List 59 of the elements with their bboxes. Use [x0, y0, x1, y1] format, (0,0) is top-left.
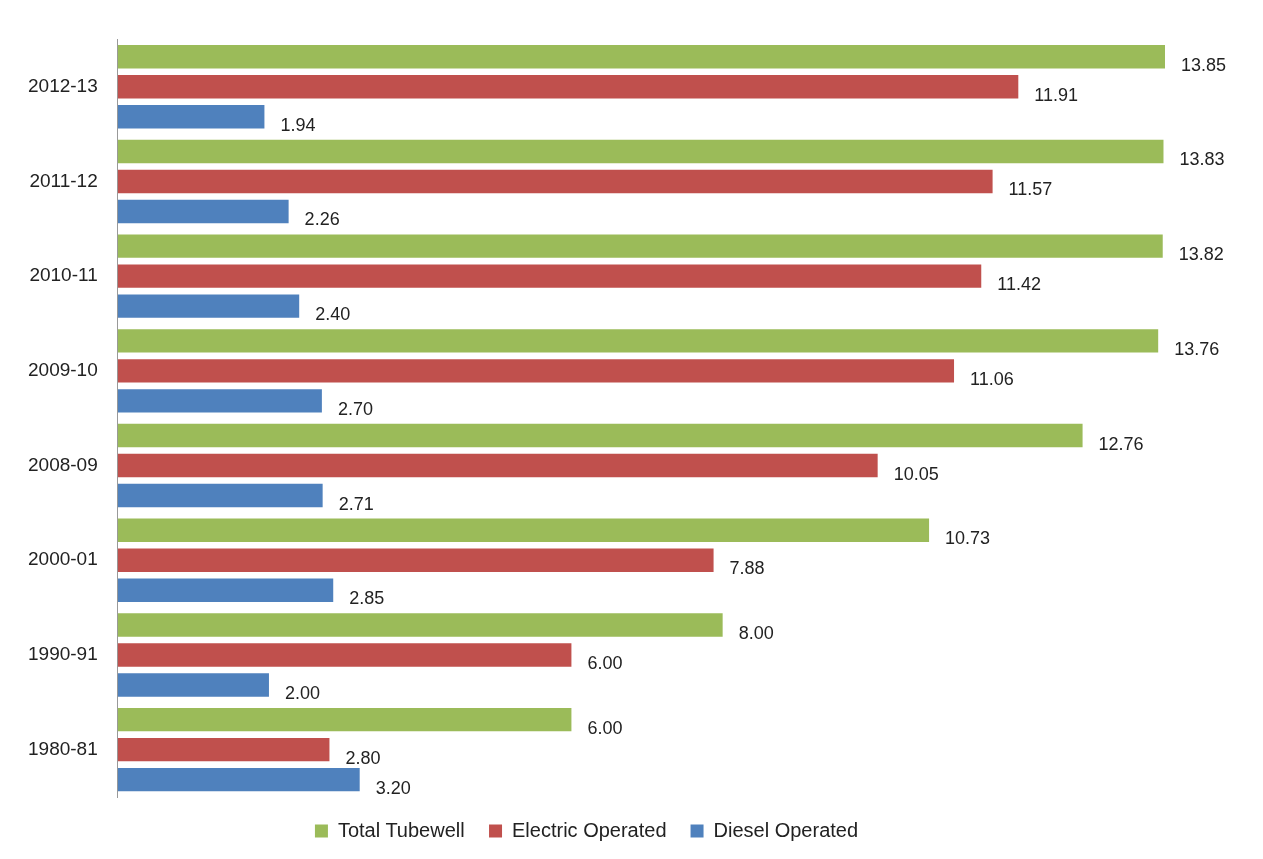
data-label: 3.20: [375, 777, 411, 798]
data-label: 2.71: [338, 493, 374, 514]
data-label: 8.00: [738, 622, 774, 643]
bar: [117, 673, 269, 697]
data-label: 2.85: [349, 588, 385, 609]
data-label: 1.94: [280, 114, 316, 135]
y-tick-label: 2009-10: [27, 359, 98, 381]
data-label: 10.05: [893, 463, 939, 484]
data-label: 6.00: [587, 717, 623, 738]
bar: [117, 139, 1164, 164]
bar: [117, 75, 1019, 99]
data-label: 2.26: [304, 209, 340, 230]
bar: [117, 234, 1163, 258]
y-tick-label: 1990-91: [27, 643, 98, 665]
bar: [117, 767, 360, 792]
bar: [117, 737, 330, 762]
data-label: 13.85: [1181, 54, 1227, 75]
legend-label: Total Tubewell: [337, 818, 465, 841]
bar: [117, 483, 323, 508]
legend-label: Electric Operated: [512, 818, 667, 841]
bar: [117, 423, 1083, 448]
data-label: 13.76: [1174, 338, 1220, 359]
bar: [117, 518, 930, 542]
bar: [117, 643, 572, 667]
bar: [117, 578, 334, 602]
y-tick-label: 1980-81: [27, 737, 98, 759]
bar: [117, 105, 265, 129]
bar: [117, 548, 714, 572]
data-label: 10.73: [945, 528, 991, 549]
bar: [117, 264, 982, 288]
y-tick-label: 2008-09: [27, 453, 98, 475]
bar: [117, 453, 878, 478]
data-label: 2.70: [337, 398, 373, 419]
data-label: 6.00: [587, 652, 623, 673]
bar: [117, 389, 322, 413]
data-label: 7.88: [729, 558, 765, 579]
bar: [117, 169, 993, 194]
bar: [117, 613, 723, 637]
legend-label: Diesel Operated: [713, 818, 859, 841]
data-label: 12.76: [1098, 433, 1144, 454]
y-tick-label: 2012-13: [27, 74, 98, 96]
data-label: 2.00: [284, 682, 321, 703]
y-tick-label: 2010-11: [29, 264, 98, 286]
data-label: 13.82: [1178, 244, 1224, 265]
bar: [117, 45, 1165, 69]
bar: [117, 329, 1159, 353]
data-label: 2.40: [315, 304, 351, 325]
data-label: 11.06: [970, 368, 1014, 389]
bar: [117, 707, 572, 732]
bar: [117, 294, 300, 318]
data-label: 2.80: [345, 747, 381, 768]
bar: [117, 359, 955, 383]
y-tick-label: 2000-01: [27, 548, 98, 570]
data-label: 11.42: [997, 274, 1041, 295]
data-label: 13.83: [1179, 149, 1225, 170]
data-label: 11.57: [1008, 179, 1053, 200]
y-tick-label: 2011-12: [29, 169, 98, 191]
bar: [117, 199, 289, 224]
data-label: 11.91: [1034, 84, 1079, 105]
